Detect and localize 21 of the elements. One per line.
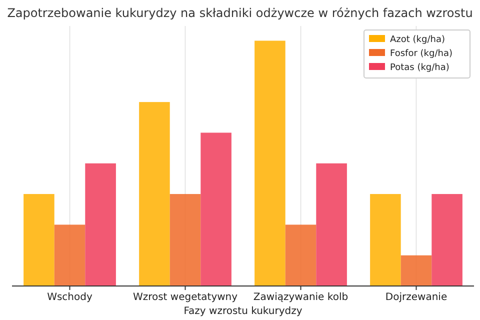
legend-label: Azot (kg/ha) (390, 35, 445, 45)
bar (400, 255, 432, 286)
bar (316, 163, 347, 286)
x-tick-label: Dojrzewanie (385, 292, 448, 303)
bar (432, 194, 462, 286)
legend-label: Potas (kg/ha) (390, 63, 450, 73)
bar (285, 224, 316, 286)
x-axis-title: Fazy wzrostu kukurydzy (184, 306, 302, 317)
legend-label: Fosfor (kg/ha) (390, 49, 452, 59)
bar (85, 163, 116, 286)
x-tick-label: Wschody (47, 292, 92, 303)
bar (254, 40, 286, 286)
bar (170, 194, 201, 286)
x-tick-label: Wzrost wegetatywny (132, 292, 238, 303)
bar (370, 194, 401, 286)
chart-title: Zapotrzebowanie kukurydzy na składniki odżywcze w różnych fazach wzrostu (7, 6, 473, 20)
bar (24, 194, 54, 286)
bar (54, 224, 86, 286)
x-tick-label: Zawiązywanie kolb (253, 292, 348, 303)
bar (200, 132, 232, 286)
bar (139, 102, 170, 286)
